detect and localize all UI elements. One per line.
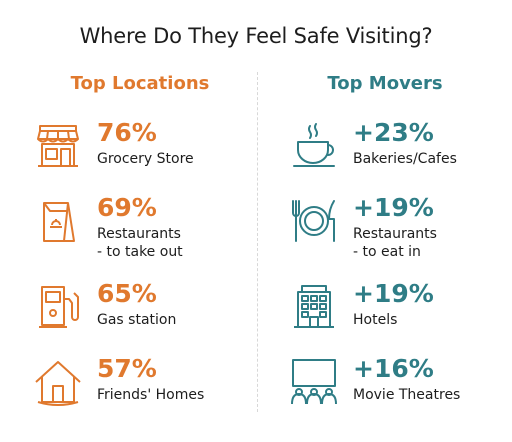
- location-label: Friends' Homes: [97, 387, 205, 403]
- location-label: Grocery Store: [97, 151, 194, 167]
- mover-label: Bakeries/Cafes: [353, 151, 457, 167]
- location-value: 65%: [97, 279, 157, 308]
- mover-value: +19%: [353, 279, 434, 308]
- mover-value: +23%: [353, 118, 434, 147]
- hotel-building-icon: [294, 285, 334, 328]
- mover-value: +19%: [353, 193, 434, 222]
- right-column-heading: Top Movers: [327, 73, 443, 94]
- mover-label: Hotels: [353, 312, 398, 328]
- takeout-bag-icon: [43, 202, 75, 242]
- mover-value: +16%: [353, 354, 434, 383]
- gas-pump-icon: [39, 286, 79, 328]
- house-icon: [35, 361, 81, 406]
- mover-label: Restaurants - to eat in: [353, 226, 437, 260]
- location-label: Gas station: [97, 312, 177, 328]
- movie-theatre-icon: [291, 359, 337, 405]
- mover-label: Movie Theatres: [353, 387, 461, 403]
- chart-title: Where Do They Feel Safe Visiting?: [79, 24, 433, 48]
- column-divider: [257, 72, 258, 412]
- location-value: 57%: [97, 354, 157, 383]
- plate-cutlery-icon: [292, 200, 335, 242]
- location-label: Restaurants - to take out: [97, 226, 183, 260]
- location-value: 76%: [97, 118, 157, 147]
- location-value: 69%: [97, 193, 157, 222]
- coffee-cup-icon: [293, 123, 335, 167]
- left-column-heading: Top Locations: [70, 73, 210, 94]
- storefront-icon: [37, 125, 79, 167]
